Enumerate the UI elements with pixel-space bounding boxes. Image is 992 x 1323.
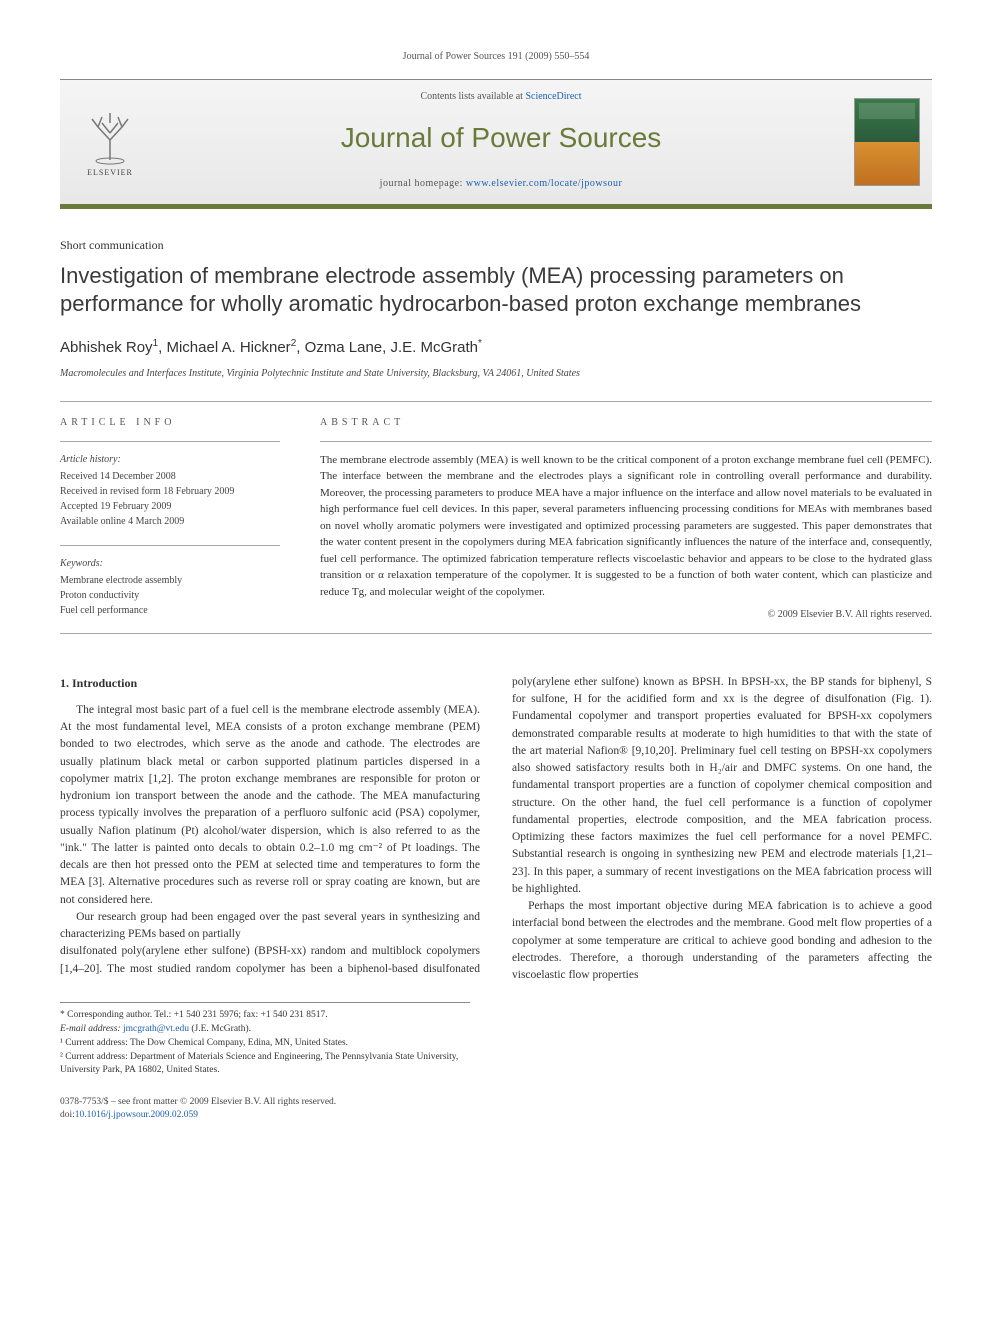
- author-1-sup: 1: [153, 338, 159, 349]
- keywords-head: Keywords:: [60, 556, 280, 571]
- publisher-logo-block: ELSEVIER: [60, 80, 160, 204]
- masthead: ELSEVIER Contents lists available at Sci…: [60, 79, 932, 209]
- corresponding-author: * Corresponding author. Tel.: +1 540 231…: [60, 1009, 470, 1023]
- author-2: Michael A. Hickner: [166, 339, 290, 356]
- journal-homepage: journal homepage: www.elsevier.com/locat…: [160, 177, 842, 192]
- keyword-3: Fuel cell performance: [60, 603, 280, 618]
- email-label: E-mail address:: [60, 1024, 123, 1034]
- keyword-1: Membrane electrode assembly: [60, 573, 280, 588]
- section-1-head: 1. Introduction: [60, 674, 480, 692]
- footnote-1: ¹ Current address: The Dow Chemical Comp…: [60, 1037, 470, 1051]
- elsevier-logo: ELSEVIER: [75, 102, 145, 182]
- author-4: J.E. McGrath: [390, 339, 478, 356]
- author-3: Ozma Lane: [305, 339, 383, 356]
- journal-name: Journal of Power Sources: [160, 118, 842, 159]
- abstract-text: The membrane electrode assembly (MEA) is…: [320, 441, 932, 601]
- issn-line: 0378-7753/$ – see front matter © 2009 El…: [60, 1096, 932, 1109]
- doi-link[interactable]: 10.1016/j.jpowsour.2009.02.059: [75, 1110, 198, 1120]
- contents-prefix: Contents lists available at: [420, 91, 525, 102]
- email-link[interactable]: jmcgrath@vt.edu: [123, 1024, 189, 1034]
- abstract-label: ABSTRACT: [320, 416, 932, 431]
- intro-paragraph-2: Our research group had been engaged over…: [60, 909, 480, 944]
- tree-icon: [80, 105, 140, 165]
- header-citation: Journal of Power Sources 191 (2009) 550–…: [60, 50, 932, 65]
- article-info-col: ARTICLE INFO Article history: Received 1…: [60, 416, 280, 623]
- doi-line: doi:10.1016/j.jpowsour.2009.02.059: [60, 1109, 932, 1122]
- intro-paragraph-4: Perhaps the most important objective dur…: [512, 898, 932, 984]
- author-2-sup: 2: [291, 338, 297, 349]
- history-head: Article history:: [60, 452, 280, 467]
- cover-block: [842, 80, 932, 204]
- homepage-link[interactable]: www.elsevier.com/locate/jpowsour: [466, 178, 622, 189]
- history-revised: Received in revised form 18 February 200…: [60, 484, 280, 499]
- article-type: Short communication: [60, 237, 932, 254]
- footnotes: * Corresponding author. Tel.: +1 540 231…: [60, 1002, 470, 1078]
- email-line: E-mail address: jmcgrath@vt.edu (J.E. Mc…: [60, 1023, 470, 1037]
- keyword-2: Proton conductivity: [60, 588, 280, 603]
- keywords: Keywords: Membrane electrode assembly Pr…: [60, 545, 280, 618]
- info-row: ARTICLE INFO Article history: Received 1…: [60, 416, 932, 623]
- article-title: Investigation of membrane electrode asse…: [60, 262, 932, 319]
- intro-paragraph-1: The integral most basic part of a fuel c…: [60, 702, 480, 909]
- copyright: © 2009 Elsevier B.V. All rights reserved…: [320, 608, 932, 623]
- history-accepted: Accepted 19 February 2009: [60, 499, 280, 514]
- footer-meta: 0378-7753/$ – see front matter © 2009 El…: [60, 1096, 932, 1123]
- sciencedirect-link[interactable]: ScienceDirect: [525, 91, 581, 102]
- email-suffix: (J.E. McGrath).: [189, 1024, 251, 1034]
- author-4-sup: *: [478, 338, 482, 349]
- article-history: Article history: Received 14 December 20…: [60, 441, 280, 529]
- doi-prefix: doi:: [60, 1110, 75, 1120]
- body-columns: 1. Introduction The integral most basic …: [60, 674, 932, 985]
- author-1: Abhishek Roy: [60, 339, 153, 356]
- history-received: Received 14 December 2008: [60, 469, 280, 484]
- rule-bottom: [60, 633, 932, 634]
- masthead-center: Contents lists available at ScienceDirec…: [160, 80, 842, 204]
- history-online: Available online 4 March 2009: [60, 514, 280, 529]
- authors: Abhishek Roy1, Michael A. Hickner2, Ozma…: [60, 337, 932, 359]
- publisher-name: ELSEVIER: [87, 167, 133, 179]
- affiliation: Macromolecules and Interfaces Institute,…: [60, 367, 932, 382]
- article-info-label: ARTICLE INFO: [60, 416, 280, 431]
- contents-available: Contents lists available at ScienceDirec…: [160, 90, 842, 105]
- homepage-prefix: journal homepage:: [380, 178, 466, 189]
- abstract-col: ABSTRACT The membrane electrode assembly…: [320, 416, 932, 623]
- rule-top: [60, 401, 932, 402]
- page: Journal of Power Sources 191 (2009) 550–…: [0, 0, 992, 1163]
- footnote-2: ² Current address: Department of Materia…: [60, 1051, 470, 1079]
- journal-cover-thumb: [854, 98, 920, 186]
